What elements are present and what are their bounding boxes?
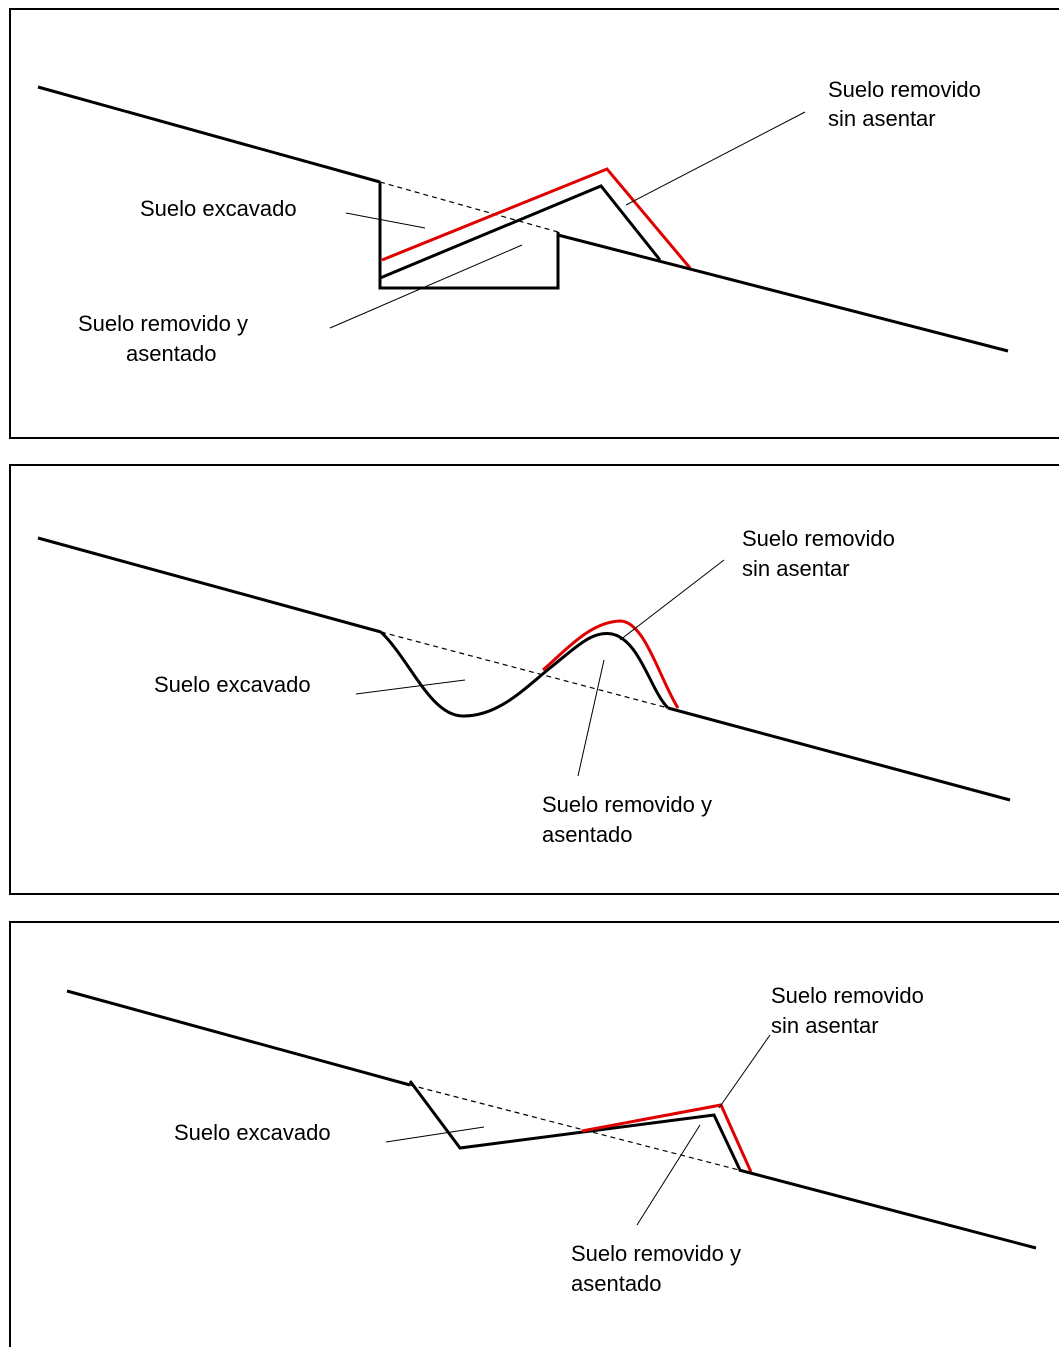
settled-soil-surface [408,1080,742,1171]
label-excavated: Suelo excavado [174,1120,331,1145]
profile-rectangular-cut [37,85,1009,353]
label-unsettled-line2: sin asentar [742,556,850,581]
ground-line-left [37,536,382,634]
leader-unsettled [625,111,806,206]
settled-soil-surface [379,184,662,280]
label-settled-line1: Suelo removido y [542,792,712,817]
ground-line-left [37,85,381,184]
label-unsettled-line1: Suelo removido [771,983,924,1008]
label-settled-line1: Suelo removido y [78,311,248,336]
leader-unsettled [619,559,725,641]
profile-curved-cut [37,536,1011,802]
label-unsettled-line2: sin asentar [828,106,936,131]
settled-soil-surface [379,630,670,718]
original-ground-dashed [379,181,559,233]
label-settled-line2: asentado [571,1271,662,1296]
leader-excavated [385,1126,485,1143]
label-settled-line1: Suelo removido y [571,1241,741,1266]
ground-line-left [66,989,411,1087]
label-unsettled-line2: sin asentar [771,1013,879,1038]
label-excavated: Suelo excavado [154,672,311,697]
label-unsettled-line1: Suelo removido [742,526,895,551]
leader-excavated [345,212,426,229]
leader-excavated [355,679,466,695]
leader-settled [577,659,605,777]
label-settled-line2: asentado [126,341,217,366]
leader-settled [329,244,523,329]
profile-trapezoidal-cut [66,989,1037,1250]
ground-line-right [738,1168,1037,1250]
original-ground-dashed [409,1084,740,1171]
unsettled-soil-surface [542,619,680,709]
label-settled-line2: asentado [542,822,633,847]
ground-line-right [557,233,1009,353]
label-unsettled-line1: Suelo removido [828,77,981,102]
label-excavated: Suelo excavado [140,196,297,221]
unsettled-soil-surface [381,167,692,269]
ground-line-right [667,706,1011,802]
cut-outline [378,182,560,290]
leader-unsettled [718,1034,771,1109]
panel-rectangular-cut [9,8,1059,439]
original-ground-dashed [380,631,669,709]
panel-trapezoidal-cut [9,921,1059,1347]
leader-settled [636,1124,701,1226]
